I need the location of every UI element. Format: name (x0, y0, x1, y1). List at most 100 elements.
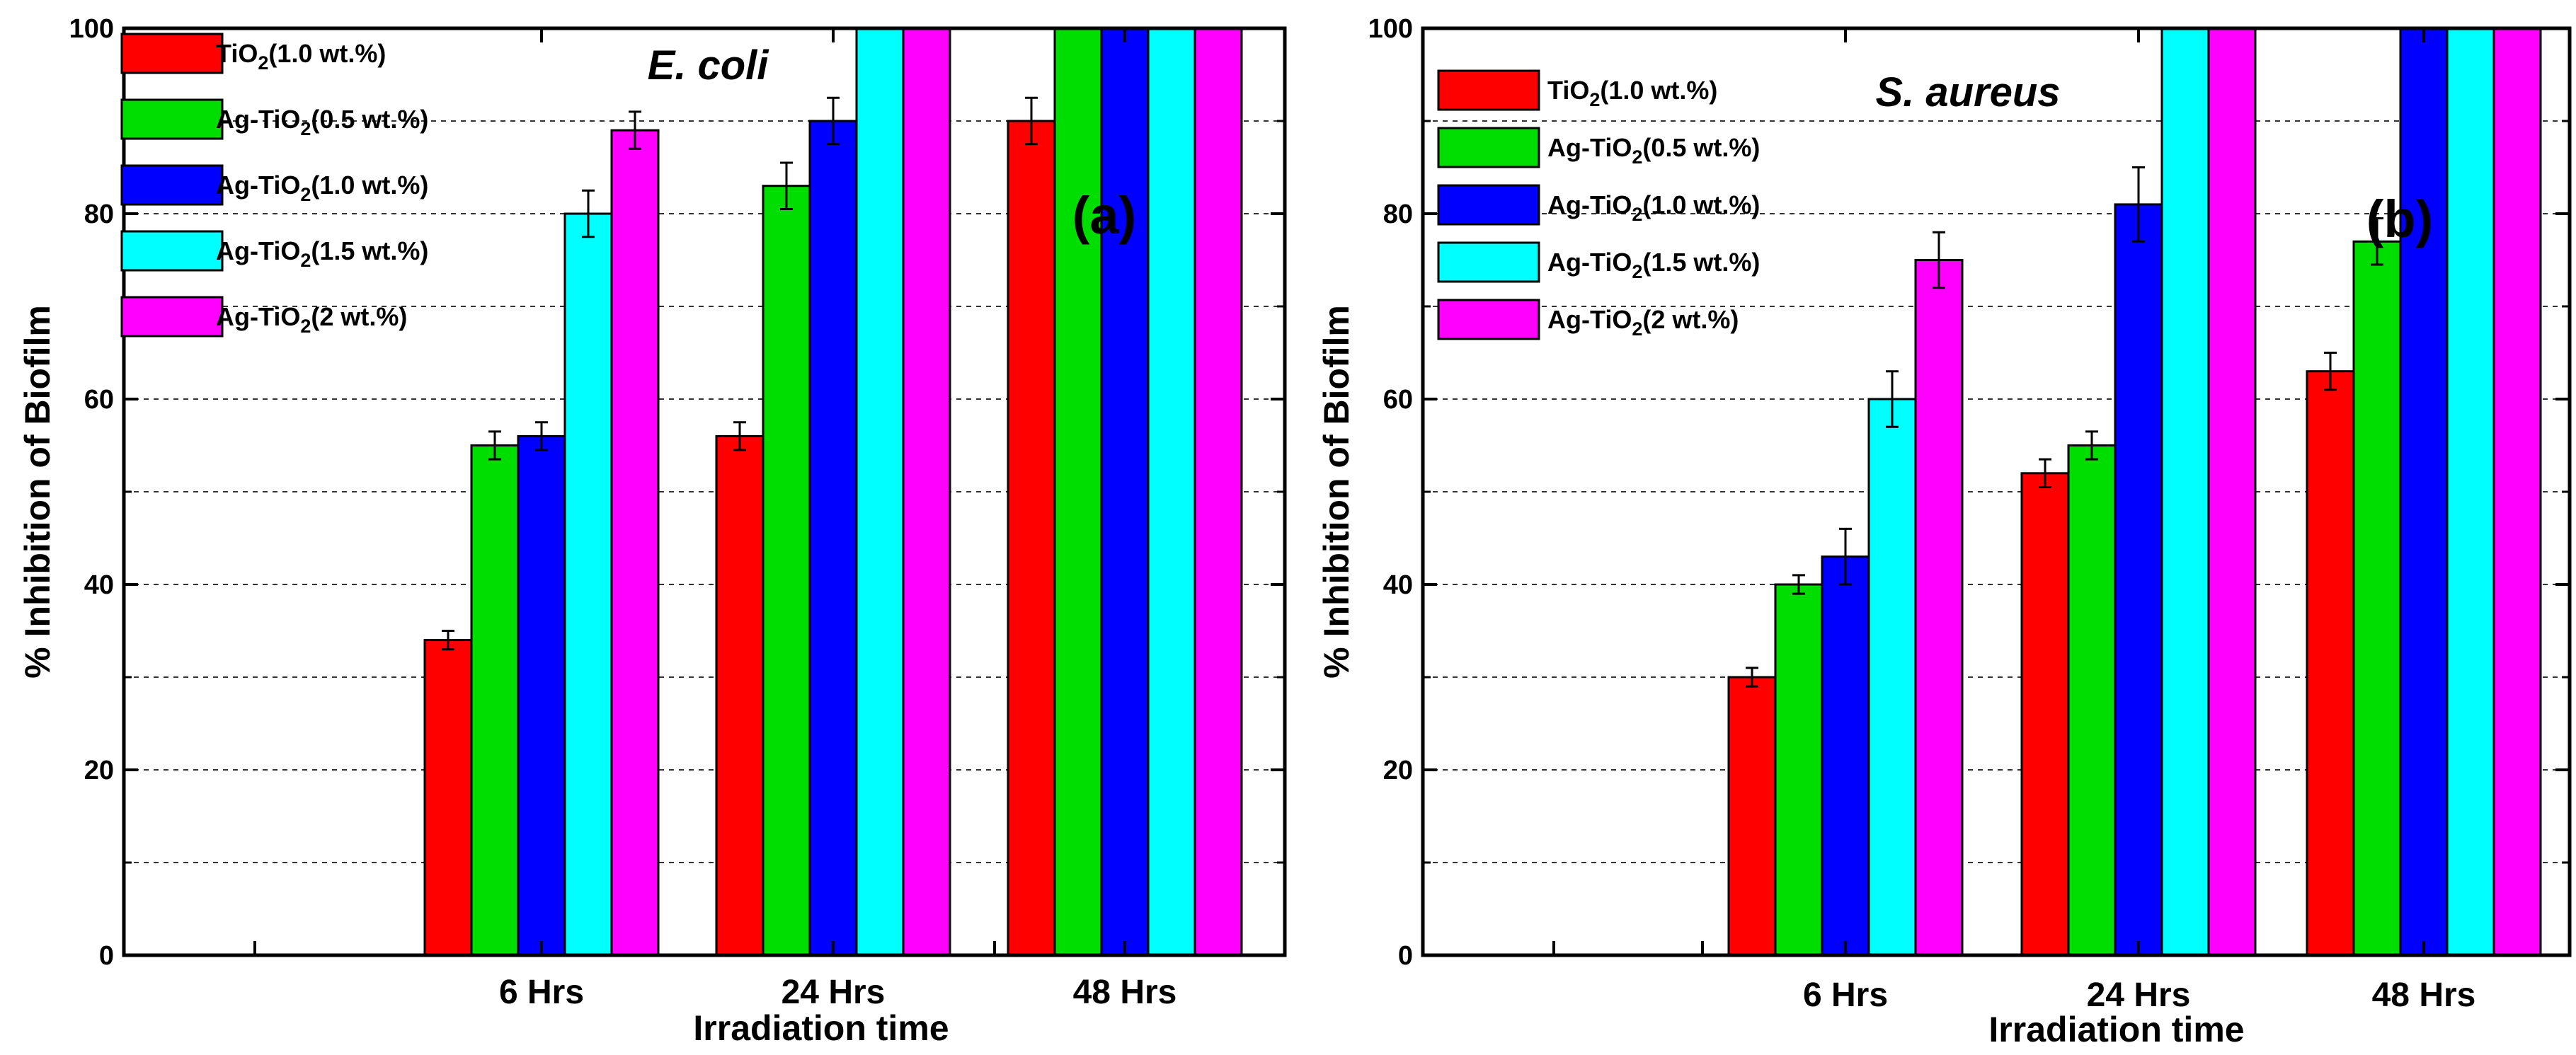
legend-label-tail: (2 wt.%) (1642, 305, 1739, 334)
legend-swatch (120, 98, 224, 140)
organism-label: E. coli (648, 42, 770, 88)
bar (1193, 27, 1243, 957)
legend-label: Ag-TiO2(0.5 wt.%) (216, 105, 428, 139)
legend-swatch (1437, 69, 1540, 111)
legend-swatch (120, 230, 224, 272)
legend-swatch (1437, 184, 1540, 226)
legend-label-tail: (0.5 wt.%) (311, 105, 428, 134)
legend-label: Ag-TiO2(1.5 wt.%) (216, 236, 428, 271)
legend-swatch (1437, 299, 1540, 340)
y-tick-label: 0 (99, 941, 114, 971)
y-tick-label: 40 (1383, 570, 1413, 600)
legend-label-main: Ag-TiO (216, 171, 300, 200)
bar (1821, 555, 1870, 957)
y-tick-label: 80 (1383, 200, 1413, 229)
legend-label-subscript: 2 (300, 316, 311, 337)
bar (2492, 27, 2542, 957)
legend-label-tail: (1.5 wt.%) (311, 236, 428, 265)
bar (1100, 27, 1150, 957)
bar (1867, 398, 1917, 957)
legend-swatch (120, 164, 224, 206)
bar (2399, 27, 2449, 957)
legend-label-tail: (1.0 wt.%) (1642, 190, 1760, 219)
bar (563, 212, 613, 957)
y-tick-label: 60 (84, 385, 114, 415)
y-tick-label: 20 (84, 756, 114, 785)
x-category-label: 6 Hrs (499, 974, 584, 1011)
bar (2114, 203, 2163, 957)
legend-label-main: Ag-TiO (1547, 190, 1632, 219)
bar (1914, 259, 1964, 957)
y-tick-label: 20 (1383, 756, 1413, 785)
bar (2306, 370, 2355, 957)
bar (902, 27, 951, 957)
x-category-label: 24 Hrs (782, 974, 886, 1011)
legend-label-subscript: 2 (258, 52, 268, 74)
legend-label-subscript: 2 (300, 118, 311, 139)
y-tick-label: 100 (1368, 14, 1413, 44)
x-category-label: 24 Hrs (2087, 976, 2191, 1014)
bar (715, 434, 765, 957)
legend-label: TiO2(1.0 wt.%) (1547, 76, 1717, 110)
legend-label-main: Ag-TiO (216, 302, 300, 331)
legend-swatch (1437, 127, 1540, 168)
y-tick-label: 100 (69, 14, 114, 44)
legend-label-tail: (1.0 wt.%) (268, 39, 386, 68)
legend-label: Ag-TiO2(1.5 wt.%) (1547, 248, 1760, 282)
organism-label: S. aureus (1875, 69, 2060, 115)
legend-label: Ag-TiO2(1.0 wt.%) (216, 171, 428, 205)
legend-label-main: Ag-TiO (1547, 133, 1632, 162)
legend-label-subscript: 2 (300, 184, 311, 205)
bar (808, 120, 858, 957)
legend-label: Ag-TiO2(1.0 wt.%) (1547, 190, 1760, 225)
legend-label-subscript: 2 (1589, 89, 1600, 110)
bar (470, 444, 520, 957)
legend-label-main: TiO (1547, 76, 1589, 105)
panel-label: (b) (2366, 190, 2434, 248)
bar (1727, 676, 1777, 957)
legend-swatch (120, 33, 224, 74)
bar (2160, 27, 2210, 957)
x-category-label: 48 Hrs (2372, 976, 2476, 1014)
legend-label: Ag-TiO2(0.5 wt.%) (1547, 133, 1760, 168)
legend-swatch (120, 296, 224, 338)
bar (762, 185, 811, 957)
x-category-label: 6 Hrs (1803, 976, 1888, 1014)
chart-panel-b: 0 20 40 60 80 100 6 Hrs 24 Hrs 48 Hrs Irradiation… (1317, 14, 2572, 1049)
bar (2067, 444, 2117, 957)
legend-label-tail: (2 wt.%) (311, 302, 407, 331)
legend-label: TiO2(1.0 wt.%) (216, 39, 386, 74)
bar (1007, 120, 1056, 957)
bar (517, 434, 566, 957)
bar (1053, 27, 1103, 957)
legend-label-tail: (1.0 wt.%) (311, 171, 428, 200)
bar (2207, 27, 2257, 957)
legend-label: Ag-TiO2(2 wt.%) (1547, 305, 1739, 340)
x-axis-title: Irradiation time (1988, 1010, 2244, 1049)
y-tick-label: 60 (1383, 385, 1413, 415)
bar (1774, 583, 1824, 957)
bar (2352, 240, 2402, 957)
bar (423, 639, 473, 957)
legend-label-subscript: 2 (1632, 146, 1642, 168)
legend-label-subscript: 2 (1632, 261, 1642, 282)
legend-label: Ag-TiO2(2 wt.%) (216, 302, 407, 337)
legend-label-subscript: 2 (300, 250, 311, 271)
legend-label-tail: (0.5 wt.%) (1642, 133, 1760, 162)
y-axis-title: % Inhibition of Biofilm (18, 305, 57, 679)
y-tick-label: 80 (84, 200, 114, 229)
legend-label-main: Ag-TiO (216, 236, 300, 265)
bar (855, 27, 905, 957)
legend-label-main: Ag-TiO (1547, 248, 1632, 277)
y-tick-label: 0 (1398, 941, 1413, 971)
x-category-label: 48 Hrs (1073, 974, 1177, 1011)
legend-label-tail: (1.0 wt.%) (1600, 76, 1717, 105)
legend-label-tail: (1.5 wt.%) (1642, 248, 1760, 277)
chart-panel-a: 0 20 40 60 80 100 6 Hrs 24 Hrs 48 Hrs Irradiation… (18, 14, 1287, 1048)
x-axis-title: Irradiation time (693, 1008, 949, 1048)
bar (610, 129, 660, 957)
panel-label: (a) (1072, 186, 1136, 245)
legend-label-main: Ag-TiO (216, 105, 300, 134)
legend-label-subscript: 2 (1632, 204, 1642, 225)
